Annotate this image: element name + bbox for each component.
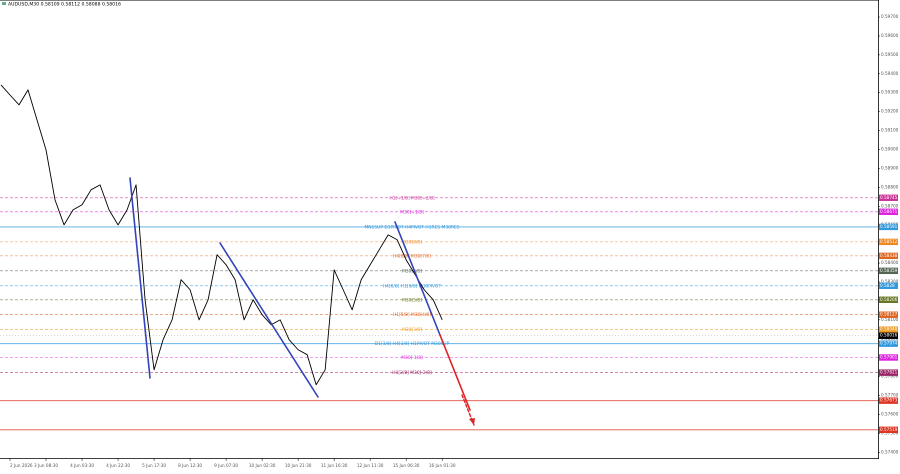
level-label: H1[+1/8] M30[+2/8] xyxy=(389,195,434,201)
levels: H1[+1/8] M30[+2/8] M30[+1/8] MN1SUP D1PIVO… xyxy=(0,195,878,431)
x-tick-label: 10 Jun 21:30 xyxy=(285,463,312,468)
price-tag-label: 0.57901 xyxy=(880,355,898,360)
symbol-icon xyxy=(2,2,6,5)
y-tick-label: 0.58100 xyxy=(881,317,899,322)
x-tick-label: 10 Jun 02:30 xyxy=(249,463,276,468)
price-tag-label: 0.58359 xyxy=(880,268,898,273)
price-line xyxy=(0,84,443,386)
level-label: H4[6/8] H1[6/8] M30PIVOT xyxy=(383,283,442,289)
price-tag-label: 0.58206 xyxy=(880,297,898,302)
level-label: M30[-1/8] xyxy=(401,355,423,361)
x-tick-label: 4 Jun 22:30 xyxy=(106,463,130,468)
level-label: D1[3/8] H4[3/8] H1PIVOT M30SUP xyxy=(375,341,450,347)
price-tag-label: 0.58745 xyxy=(880,195,898,200)
price-tag-label: 0.58438 xyxy=(880,253,898,258)
price-tag xyxy=(879,267,898,275)
trend-line xyxy=(129,177,151,379)
price-tag xyxy=(879,326,898,333)
price-tag-label: 0.58512 xyxy=(880,239,898,244)
y-tick-label: 0.58300 xyxy=(881,279,899,284)
price-tag-label: 0.57519 xyxy=(880,427,898,432)
arrow-head xyxy=(469,418,475,425)
y-tick-label: 0.59300 xyxy=(881,90,899,95)
price-tag xyxy=(879,340,898,347)
price-tag xyxy=(879,354,898,361)
x-tick-label: 16 Jun 01:30 xyxy=(429,463,456,468)
y-tick-label: 0.57800 xyxy=(881,374,899,379)
price-tag-label: 0.57974 xyxy=(880,341,898,346)
price-tag xyxy=(879,238,898,246)
x-tick-label: 5 Jun 17:30 xyxy=(142,463,166,468)
price-tag xyxy=(879,194,898,201)
price-tag-label: 0.57821 xyxy=(880,370,898,375)
level-label: M30[6/8] xyxy=(402,268,422,274)
price-tag xyxy=(879,282,898,289)
level-label: H1[2/8] M30[-2/8] xyxy=(392,370,432,376)
y-tick-label: 0.58900 xyxy=(881,165,899,170)
x-tick-label: 2 Jun 2026 xyxy=(10,463,33,468)
price-tag xyxy=(879,223,898,231)
price-tag xyxy=(879,426,898,434)
level-label: H1[5/8] M30[4/8] xyxy=(393,312,431,318)
y-tick-label: 0.57600 xyxy=(881,411,899,416)
x-tick-label: 11 Jun 16:30 xyxy=(321,463,348,468)
y-tick-label: 0.59500 xyxy=(881,52,899,57)
price-tag xyxy=(879,208,898,215)
x-tick-label: 12 Jun 11:30 xyxy=(357,463,384,468)
price-tag xyxy=(879,397,898,404)
forecast-line xyxy=(439,334,471,411)
trend-line xyxy=(219,242,319,398)
level-label: MN1SUP D1PIVOT H4PIVOT H1RES M30RES xyxy=(364,224,459,230)
y-tick-label: 0.58800 xyxy=(881,184,899,189)
y-tick-label: 0.59700 xyxy=(881,14,899,19)
level-label: M30[5/8] xyxy=(402,297,422,303)
price-tag-label: 0.58048 xyxy=(880,327,898,332)
price-tag-label: 0.58127 xyxy=(880,312,898,317)
price-tag xyxy=(879,311,898,318)
current-price-label: 0.58016 xyxy=(880,333,898,338)
price-tag-label: 0.58671 xyxy=(880,209,898,214)
level-label: H4[8/8] M30[7/8] xyxy=(393,253,431,259)
price-tag-label: 0.57673 xyxy=(880,398,898,403)
level-label: M30[+1/8] xyxy=(400,209,424,215)
y-tick-label: 0.59600 xyxy=(881,33,899,38)
price-tag-label: 0.58591 xyxy=(880,224,898,229)
x-tick-label: 15 Jun 06:30 xyxy=(393,463,420,468)
price-tag xyxy=(879,369,898,376)
current-price-tag xyxy=(879,332,898,339)
price-series xyxy=(0,84,443,386)
y-tick-label: 0.57700 xyxy=(881,393,899,398)
y-tick-label: 0.57400 xyxy=(881,449,899,454)
y-tick-label: 0.59400 xyxy=(881,71,899,76)
y-tick-label: 0.58700 xyxy=(881,203,899,208)
price-tag xyxy=(879,296,898,303)
y-tick-label: 0.59200 xyxy=(881,109,899,114)
trend-lines xyxy=(129,177,475,426)
level-label: M30[3/8] xyxy=(402,327,422,333)
y-tick-label: 0.59000 xyxy=(881,147,899,152)
chart-title: AUDUSD,M30 0.58109 0.58112 0.58088 0.580… xyxy=(8,2,121,8)
x-tick-label: 4 Jun 03:30 xyxy=(70,463,94,468)
x-tick-label: 8 Jun 12:30 xyxy=(178,463,202,468)
x-tick-label: 3 Jun 08:30 xyxy=(34,463,58,468)
y-tick-label: 0.58400 xyxy=(881,260,899,265)
level-label: M30[8/8] xyxy=(402,239,422,245)
price-tag-label: 0.5828 xyxy=(880,283,895,288)
price-tag xyxy=(879,252,898,260)
trend-line xyxy=(394,221,441,336)
y-tick-label: 0.59100 xyxy=(881,128,899,133)
x-tick-label: 9 Jun 07:30 xyxy=(214,463,238,468)
